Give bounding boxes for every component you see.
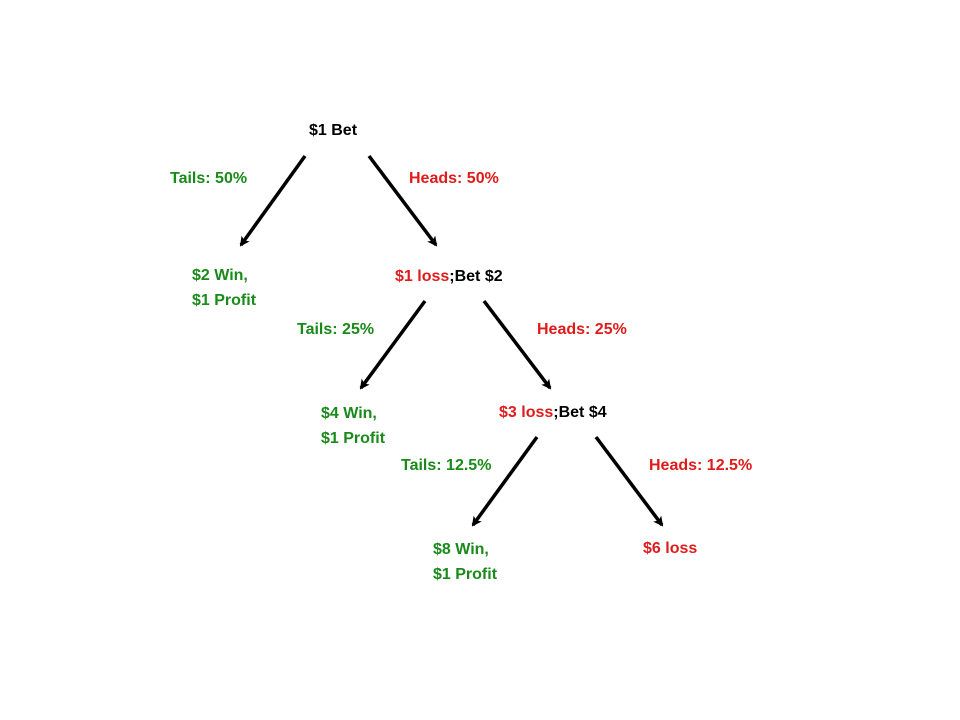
win-node-1: $2 Win, $1 Profit: [192, 263, 256, 313]
loss-node-2: $3 loss;Bet $4: [499, 400, 607, 425]
arrow-heads-2: [482, 299, 552, 390]
edge-label-heads-2: Heads: 25%: [537, 321, 627, 338]
root-node: $1 Bet: [309, 122, 358, 139]
arrow-tails-1: [239, 154, 307, 247]
win-node-2-line2: $1 Profit: [321, 430, 386, 447]
win-node-3-line1: $8 Win,: [433, 541, 489, 558]
loss-node-2-bet: ;Bet $4: [553, 404, 607, 421]
loss-node-1: $1 loss;Bet $2: [395, 264, 503, 289]
edge-label-tails-1: Tails: 50%: [170, 170, 248, 187]
arrow-tails-3: [471, 435, 539, 527]
win-node-3: $8 Win, $1 Profit: [433, 537, 497, 587]
edge-label-heads-3: Heads: 12.5%: [649, 457, 753, 474]
win-node-1-line2: $1 Profit: [192, 292, 257, 309]
arrow-heads-3: [594, 435, 664, 527]
loss-node-1-bet: ;Bet $2: [449, 268, 503, 285]
loss-node-2-loss: $3 loss: [499, 404, 554, 421]
edge-label-heads-1: Heads: 50%: [409, 170, 499, 187]
win-node-3-line2: $1 Profit: [433, 566, 498, 583]
loss-node-1-loss: $1 loss: [395, 268, 450, 285]
arrow-heads-1: [367, 154, 438, 247]
arrow-tails-2: [359, 299, 427, 390]
final-loss-node: $6 loss: [643, 540, 698, 557]
win-node-2: $4 Win, $1 Profit: [321, 401, 385, 451]
edge-label-tails-2: Tails: 25%: [297, 321, 375, 338]
win-node-1-line1: $2 Win,: [192, 267, 248, 284]
edge-label-tails-3: Tails: 12.5%: [401, 457, 492, 474]
win-node-2-line1: $4 Win,: [321, 405, 377, 422]
